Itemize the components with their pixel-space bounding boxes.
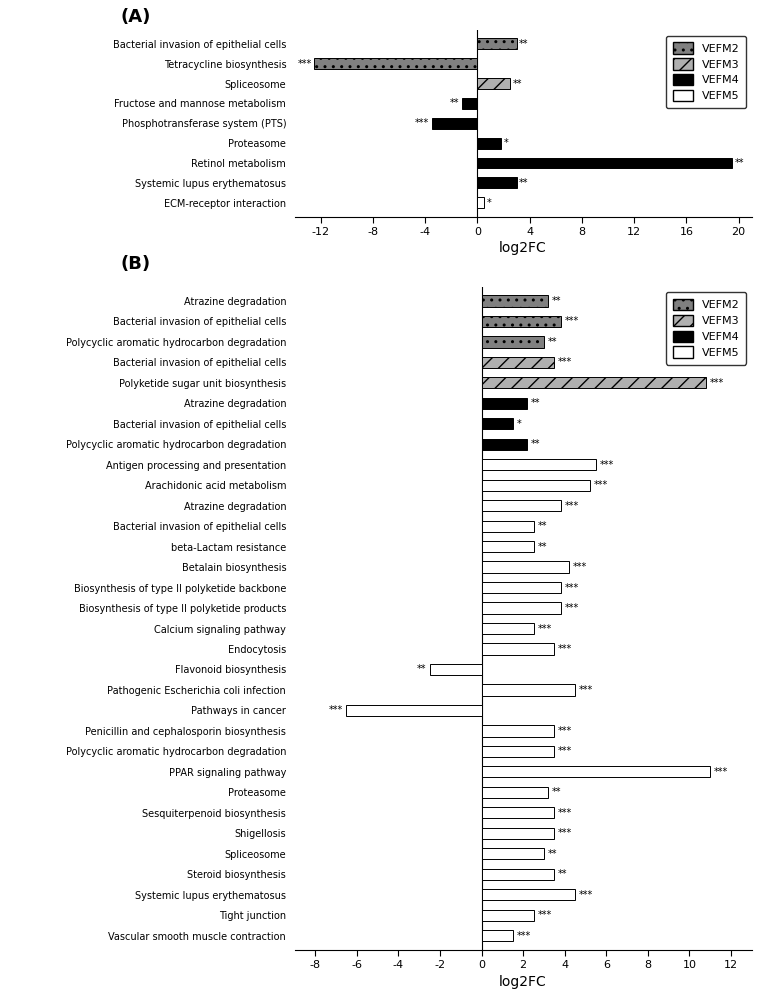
Text: ***: ***: [564, 501, 578, 511]
Text: ***: ***: [558, 726, 572, 736]
Text: **: **: [548, 337, 557, 347]
Bar: [481, 500, 560, 511]
Text: ***: ***: [537, 624, 552, 634]
Bar: [481, 418, 513, 429]
Text: ***: ***: [579, 890, 593, 900]
Bar: [481, 316, 560, 327]
Text: ***: ***: [298, 59, 312, 69]
Bar: [481, 746, 554, 757]
Bar: [481, 623, 533, 634]
Text: ***: ***: [558, 357, 572, 367]
Text: **: **: [519, 178, 529, 188]
Bar: [481, 848, 544, 859]
Text: **: **: [537, 521, 546, 531]
Text: **: **: [449, 98, 460, 108]
Bar: [481, 357, 554, 368]
Text: **: **: [537, 542, 546, 552]
Text: ***: ***: [537, 910, 552, 920]
Bar: [481, 295, 548, 307]
Bar: [432, 118, 477, 129]
Bar: [481, 725, 554, 737]
Text: **: **: [735, 158, 744, 168]
Bar: [481, 459, 596, 470]
Bar: [477, 38, 517, 49]
Bar: [314, 58, 477, 69]
Bar: [462, 98, 477, 109]
Legend: VEFM2, VEFM3, VEFM4, VEFM5: VEFM2, VEFM3, VEFM4, VEFM5: [666, 36, 746, 108]
Bar: [481, 377, 706, 388]
Bar: [477, 138, 501, 149]
Text: ***: ***: [714, 767, 728, 777]
Bar: [477, 197, 484, 208]
Text: ***: ***: [558, 828, 572, 838]
Text: ***: ***: [579, 685, 593, 695]
Bar: [477, 78, 510, 89]
Bar: [481, 561, 569, 573]
Text: **: **: [519, 39, 529, 49]
Text: *: *: [516, 419, 522, 429]
Bar: [481, 643, 554, 655]
Bar: [481, 398, 527, 409]
Bar: [481, 910, 533, 921]
Legend: VEFM2, VEFM3, VEFM4, VEFM5: VEFM2, VEFM3, VEFM4, VEFM5: [666, 292, 746, 365]
Text: (B): (B): [121, 255, 151, 273]
Bar: [481, 336, 544, 348]
Text: ***: ***: [600, 460, 614, 470]
Text: **: **: [512, 79, 522, 89]
Bar: [481, 582, 560, 593]
Text: ***: ***: [564, 583, 578, 593]
Bar: [481, 541, 533, 552]
Bar: [481, 889, 575, 900]
Bar: [481, 480, 590, 491]
Text: ***: ***: [564, 603, 578, 613]
Text: **: **: [552, 296, 561, 306]
Bar: [481, 602, 560, 614]
Text: ***: ***: [573, 562, 587, 572]
Text: ***: ***: [329, 705, 343, 715]
Bar: [477, 177, 517, 188]
Text: **: **: [548, 849, 557, 859]
Text: *: *: [503, 138, 508, 148]
X-axis label: log2FC: log2FC: [499, 241, 547, 255]
Text: ***: ***: [710, 378, 724, 388]
Text: ***: ***: [558, 808, 572, 818]
Bar: [481, 930, 513, 941]
Text: ***: ***: [415, 118, 429, 128]
Bar: [481, 828, 554, 839]
Text: **: **: [531, 398, 540, 408]
Text: ***: ***: [558, 746, 572, 756]
Text: **: **: [416, 664, 425, 674]
Bar: [346, 705, 481, 716]
Text: **: **: [552, 787, 561, 797]
Bar: [481, 439, 527, 450]
Bar: [481, 684, 575, 696]
Bar: [481, 787, 548, 798]
Bar: [429, 664, 481, 675]
Bar: [481, 869, 554, 880]
Text: ***: ***: [594, 480, 608, 490]
Bar: [477, 158, 732, 168]
Text: (A): (A): [121, 8, 151, 26]
Bar: [481, 807, 554, 818]
Text: ***: ***: [558, 644, 572, 654]
Text: **: **: [558, 869, 567, 879]
X-axis label: log2FC: log2FC: [499, 975, 547, 989]
Text: ***: ***: [516, 931, 531, 941]
Bar: [481, 766, 710, 777]
Text: **: **: [531, 439, 540, 449]
Text: ***: ***: [564, 316, 578, 326]
Text: *: *: [486, 198, 491, 208]
Bar: [481, 521, 533, 532]
